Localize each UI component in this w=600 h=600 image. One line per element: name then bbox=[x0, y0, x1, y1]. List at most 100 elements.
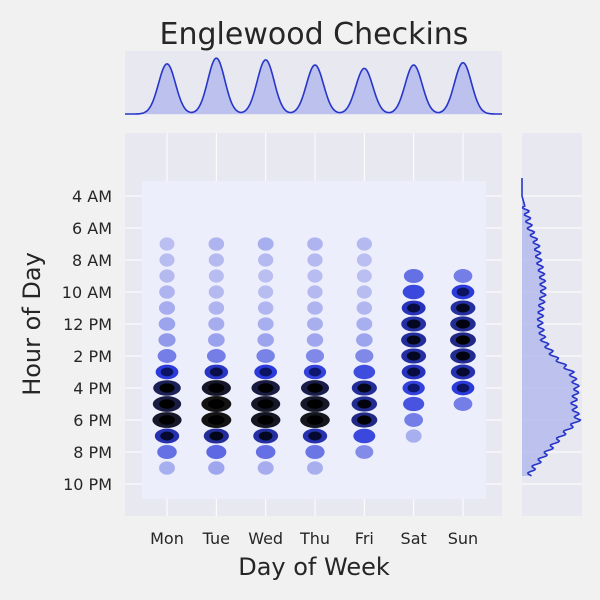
density-cell bbox=[258, 269, 274, 283]
density-cell-core bbox=[407, 367, 421, 377]
density-cell bbox=[206, 349, 226, 363]
density-cell bbox=[307, 237, 323, 251]
x-axis-label: Day of Week bbox=[238, 553, 390, 581]
density-cell bbox=[305, 349, 325, 363]
hour-marginal-fill bbox=[522, 178, 581, 476]
density-cell bbox=[159, 237, 175, 251]
density-cell-core bbox=[455, 319, 470, 329]
y-tick-label: 6 PM bbox=[73, 411, 112, 430]
density-cell bbox=[157, 349, 177, 363]
day-marginal-line bbox=[125, 57, 502, 115]
density-cell bbox=[257, 237, 274, 251]
density-cell bbox=[355, 349, 374, 363]
density-cell bbox=[208, 269, 224, 283]
y-axis-label: Hour of Day bbox=[18, 252, 46, 396]
x-tick-label: Fri bbox=[355, 529, 374, 548]
density-cell bbox=[159, 269, 175, 283]
x-tick-label: Tue bbox=[202, 529, 230, 548]
density-cell bbox=[208, 461, 225, 475]
density-cell bbox=[257, 461, 274, 475]
density-cell bbox=[404, 413, 424, 427]
density-cell bbox=[255, 444, 276, 460]
density-cell bbox=[402, 284, 425, 300]
density-cell-core bbox=[308, 367, 322, 377]
density-cell bbox=[356, 253, 372, 267]
x-tick-label: Sat bbox=[401, 529, 427, 548]
density-cell-core bbox=[456, 287, 470, 297]
density-cell bbox=[453, 269, 473, 283]
y-tick-label: 8 AM bbox=[72, 251, 112, 270]
density-cell-core bbox=[456, 367, 470, 377]
density-cell-core bbox=[209, 367, 223, 377]
density-cell bbox=[208, 253, 224, 267]
density-cell bbox=[403, 268, 424, 284]
density-cell bbox=[405, 429, 422, 443]
density-cell-core bbox=[307, 383, 323, 393]
density-cell bbox=[305, 445, 325, 459]
density-cell bbox=[159, 461, 175, 475]
density-cell bbox=[208, 301, 225, 315]
density-cell-core bbox=[208, 399, 225, 409]
day-marginal-density bbox=[125, 57, 502, 115]
density-cell bbox=[159, 253, 175, 267]
density-cell bbox=[453, 397, 473, 411]
density-cell bbox=[158, 333, 176, 347]
density-cell bbox=[307, 317, 323, 331]
density-cell-core bbox=[407, 303, 421, 313]
density-cell-core bbox=[158, 415, 176, 425]
density-cell-core bbox=[406, 351, 421, 361]
density-cell bbox=[208, 285, 224, 299]
density-cell bbox=[356, 237, 372, 251]
density-cell bbox=[403, 396, 425, 412]
density-cell-core bbox=[208, 383, 225, 393]
density-cell bbox=[258, 253, 274, 267]
density-cell-core bbox=[160, 367, 174, 377]
density-cell bbox=[307, 269, 323, 283]
density-cell bbox=[307, 285, 323, 299]
y-tick-label: 4 PM bbox=[73, 379, 112, 398]
density-cell bbox=[207, 333, 225, 347]
density-cell-core bbox=[456, 303, 470, 313]
density-cell bbox=[257, 301, 274, 315]
y-tick-label: 4 AM bbox=[72, 187, 112, 206]
density-cell bbox=[307, 301, 323, 315]
density-cell bbox=[356, 317, 373, 331]
density-cell bbox=[159, 285, 175, 299]
hour-marginal-line bbox=[521, 178, 582, 477]
density-cell bbox=[206, 444, 227, 460]
y-tick-label: 6 AM bbox=[72, 219, 112, 238]
y-tick-label: 2 PM bbox=[73, 347, 112, 366]
chart-title: Englewood Checkins bbox=[160, 17, 469, 52]
density-cell bbox=[307, 253, 323, 267]
density-cell bbox=[356, 333, 373, 347]
density-cell-core bbox=[357, 383, 372, 393]
x-tick-label: Wed bbox=[248, 529, 283, 548]
density-cell bbox=[158, 317, 176, 331]
density-cell bbox=[355, 445, 374, 459]
density-cell-core bbox=[308, 431, 322, 441]
y-tick-label: 8 PM bbox=[73, 443, 112, 462]
density-heatmap bbox=[142, 181, 486, 499]
density-cell-core bbox=[357, 415, 372, 425]
density-cell-core bbox=[209, 431, 224, 441]
density-cell-core bbox=[258, 431, 273, 441]
density-cell-core bbox=[208, 415, 225, 425]
density-cell-core bbox=[306, 415, 324, 425]
y-tick-label: 10 AM bbox=[62, 283, 112, 302]
density-cell bbox=[158, 301, 176, 315]
density-cell-core bbox=[259, 367, 272, 377]
density-cell bbox=[306, 333, 324, 347]
density-cell bbox=[353, 428, 376, 444]
density-cell bbox=[307, 461, 323, 475]
density-cell-core bbox=[407, 383, 420, 393]
density-cell-core bbox=[406, 319, 421, 329]
y-tick-label: 12 PM bbox=[63, 315, 112, 334]
x-tick-label: Sun bbox=[448, 529, 478, 548]
density-cell-core bbox=[406, 335, 421, 345]
x-tick-labels: Mon Tue Wed Thu Fri Sat Sun bbox=[150, 529, 478, 548]
density-cell-core bbox=[357, 399, 372, 409]
density-cell bbox=[208, 237, 225, 251]
density-cell-core bbox=[306, 399, 324, 409]
density-cell bbox=[356, 285, 372, 299]
